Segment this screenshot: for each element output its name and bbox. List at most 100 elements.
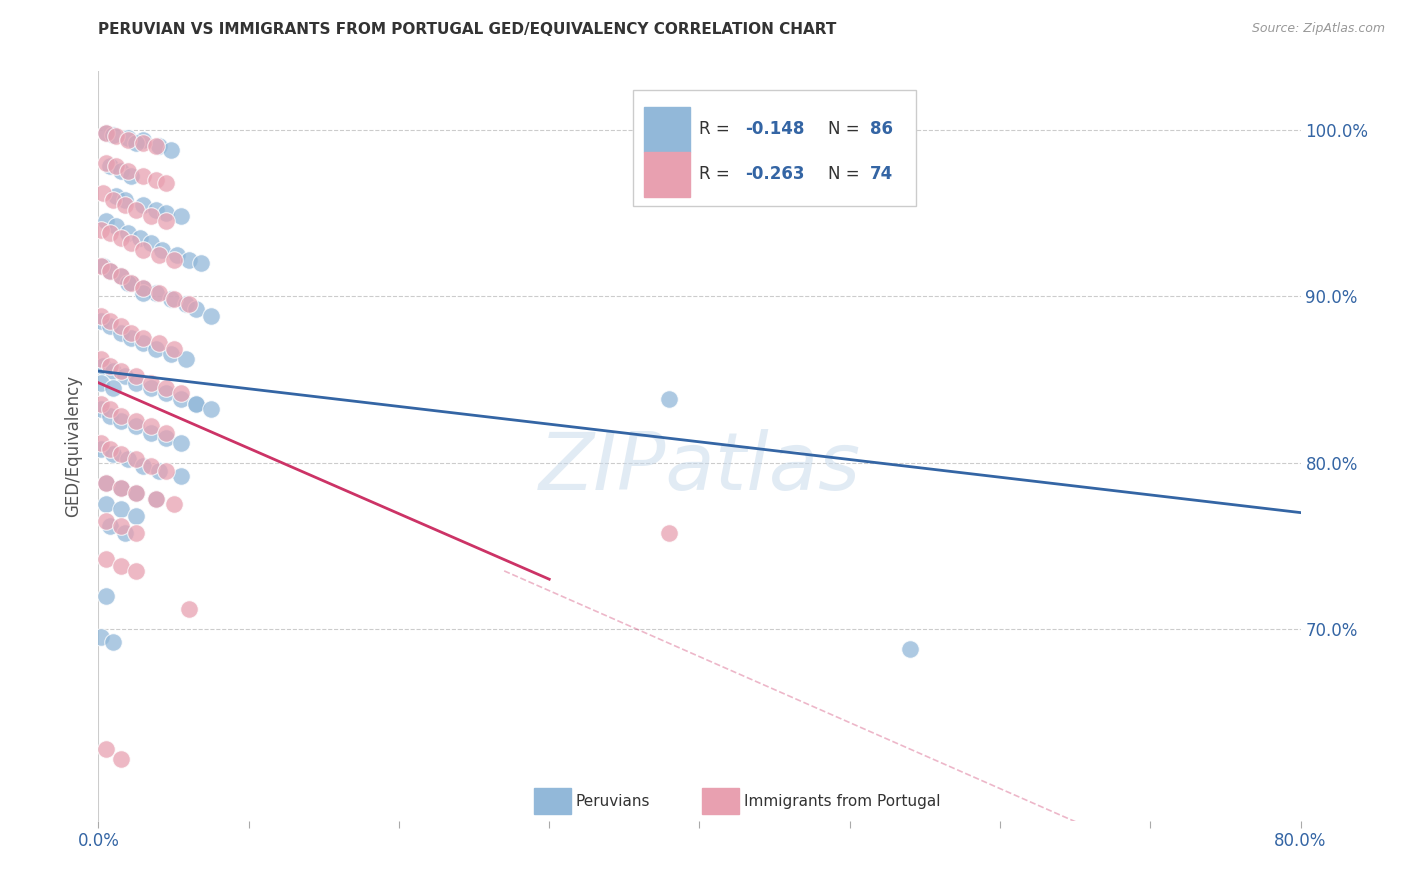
- Point: [132, 331, 155, 345]
- Point: [170, 209, 193, 223]
- Point: [155, 176, 177, 190]
- Point: [121, 235, 143, 250]
- Point: [125, 136, 148, 150]
- Point: [145, 343, 167, 357]
- Point: [110, 409, 132, 423]
- Point: [159, 143, 181, 157]
- Point: [103, 635, 125, 649]
- Point: [90, 402, 112, 417]
- Point: [110, 364, 132, 378]
- Point: [103, 128, 125, 142]
- Point: [658, 525, 681, 540]
- Point: [162, 293, 184, 307]
- Point: [159, 293, 181, 307]
- Point: [94, 156, 117, 170]
- Point: [125, 564, 148, 578]
- Point: [90, 397, 112, 411]
- Text: PERUVIAN VS IMMIGRANTS FROM PORTUGAL GED/EQUIVALENCY CORRELATION CHART: PERUVIAN VS IMMIGRANTS FROM PORTUGAL GED…: [98, 22, 837, 37]
- Point: [90, 314, 112, 328]
- Point: [91, 186, 114, 200]
- Point: [125, 508, 148, 523]
- Point: [110, 269, 132, 284]
- Point: [155, 425, 177, 440]
- Point: [132, 169, 155, 184]
- Point: [117, 452, 139, 467]
- Point: [148, 335, 170, 350]
- Point: [121, 276, 143, 290]
- Point: [125, 414, 148, 428]
- Point: [190, 256, 212, 270]
- Text: -0.263: -0.263: [745, 165, 804, 183]
- Point: [200, 402, 222, 417]
- Point: [117, 226, 139, 240]
- Text: 86: 86: [870, 120, 893, 138]
- Point: [121, 169, 143, 184]
- Point: [166, 247, 188, 261]
- Point: [148, 139, 170, 153]
- Point: [162, 343, 184, 357]
- Point: [114, 193, 136, 207]
- Point: [139, 209, 162, 223]
- Point: [90, 435, 112, 450]
- Point: [90, 259, 112, 273]
- Point: [162, 252, 184, 267]
- Point: [94, 589, 117, 603]
- Point: [94, 497, 117, 511]
- Point: [145, 492, 167, 507]
- Point: [132, 335, 155, 350]
- Point: [94, 126, 117, 140]
- Point: [125, 485, 148, 500]
- Point: [105, 219, 128, 234]
- Point: [125, 525, 148, 540]
- Point: [110, 164, 132, 178]
- Text: 74: 74: [870, 165, 893, 183]
- Text: Source: ZipAtlas.com: Source: ZipAtlas.com: [1251, 22, 1385, 36]
- Point: [200, 309, 222, 323]
- Point: [114, 197, 136, 211]
- Point: [110, 519, 132, 533]
- Point: [90, 631, 112, 645]
- Point: [121, 331, 143, 345]
- Point: [121, 326, 143, 340]
- Point: [139, 419, 162, 434]
- Point: [94, 126, 117, 140]
- Point: [90, 309, 112, 323]
- Point: [100, 264, 122, 278]
- Point: [170, 392, 193, 407]
- Point: [91, 259, 114, 273]
- Point: [105, 189, 128, 203]
- Point: [125, 419, 148, 434]
- Point: [184, 397, 207, 411]
- Point: [103, 193, 125, 207]
- Point: [94, 552, 117, 566]
- Point: [148, 464, 170, 478]
- Text: R =: R =: [700, 165, 735, 183]
- Point: [110, 326, 132, 340]
- Text: R =: R =: [700, 120, 735, 138]
- Point: [117, 131, 139, 145]
- Point: [177, 297, 200, 311]
- Point: [148, 247, 170, 261]
- Point: [91, 359, 114, 373]
- Point: [145, 172, 167, 186]
- Point: [155, 431, 177, 445]
- Point: [132, 136, 155, 150]
- Point: [125, 202, 148, 217]
- Point: [174, 352, 197, 367]
- Point: [94, 214, 117, 228]
- Point: [94, 514, 117, 528]
- Point: [117, 133, 139, 147]
- Point: [110, 481, 132, 495]
- Point: [139, 376, 162, 390]
- Point: [100, 409, 122, 423]
- Point: [132, 281, 155, 295]
- Point: [145, 492, 167, 507]
- FancyBboxPatch shape: [644, 152, 690, 197]
- Point: [90, 222, 112, 236]
- Text: N =: N =: [828, 165, 865, 183]
- Point: [132, 281, 155, 295]
- Point: [658, 392, 681, 407]
- Point: [125, 452, 148, 467]
- Point: [110, 231, 132, 245]
- Point: [110, 319, 132, 334]
